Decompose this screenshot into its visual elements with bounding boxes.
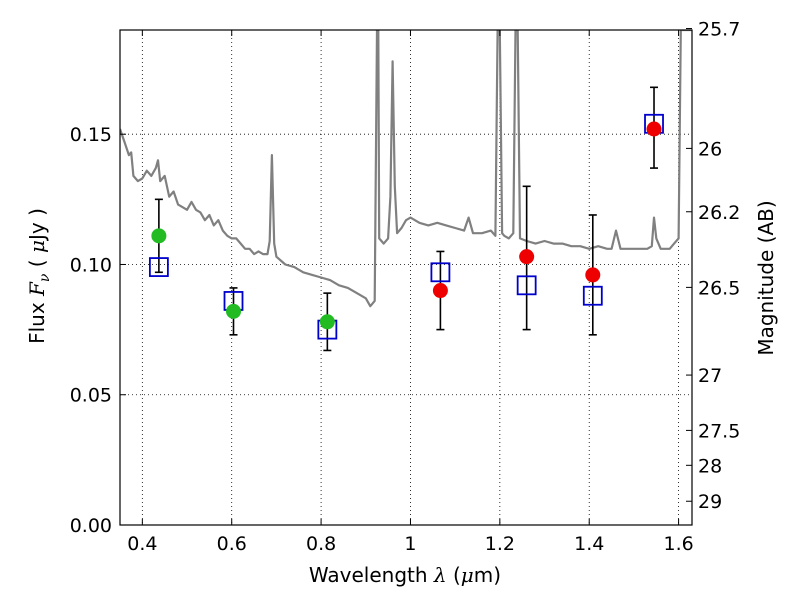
- axis-ticks: 0.4 0.6 0.8 1 1.2 1.4 1.6 0.00 0.05 0.10 0.15 25.7 2…: [70, 19, 741, 555]
- y2-tick-label: 29: [698, 491, 722, 513]
- circle-marker: [151, 228, 167, 244]
- model-spectrum: [120, 30, 692, 308]
- y-tick-label: 0.15: [70, 124, 112, 146]
- y2-tick-label: 26.2: [698, 202, 740, 224]
- y-tick-label: 0.05: [70, 385, 112, 407]
- y2-tick-label: 25.7: [698, 19, 740, 41]
- circle-marker: [646, 121, 662, 137]
- plot-frame: [119, 29, 693, 526]
- x-axis-label: Wavelength λ (μm): [309, 563, 501, 587]
- data-markers: [148, 113, 664, 340]
- y2-tick-label: 27.5: [698, 420, 740, 442]
- y-tick-label: 0.00: [70, 515, 112, 537]
- x-tick-label: 1.2: [485, 533, 515, 555]
- y2-tick-label: 27: [698, 365, 722, 387]
- y2-tick-label: 26.5: [698, 277, 740, 299]
- y2-axis-label: Magnitude (AB): [754, 200, 778, 355]
- square-marker: [430, 262, 451, 283]
- square-marker: [148, 257, 169, 277]
- circle-marker: [585, 267, 601, 283]
- x-tick-label: 1.6: [663, 533, 693, 555]
- x-tick-label: 0.6: [217, 533, 247, 555]
- grid: [120, 30, 692, 526]
- circle-marker: [226, 303, 242, 319]
- circle-marker: [519, 249, 535, 265]
- circle-marker: [319, 314, 335, 330]
- x-tick-label: 1.4: [574, 533, 604, 555]
- square-marker: [516, 275, 537, 296]
- x-tick-label: 1: [404, 533, 416, 555]
- y-tick-label: 0.10: [70, 254, 112, 276]
- y2-tick-label: 28: [698, 455, 722, 477]
- x-tick-label: 0.4: [127, 533, 157, 555]
- spectrum-line: [120, 30, 692, 308]
- square-marker: [582, 285, 603, 306]
- y2-tick-label: 26: [698, 138, 722, 160]
- x-tick-label: 0.8: [306, 533, 336, 555]
- y-axis-label: Flux Fν ( μJy ): [25, 208, 53, 344]
- circle-marker: [432, 283, 448, 299]
